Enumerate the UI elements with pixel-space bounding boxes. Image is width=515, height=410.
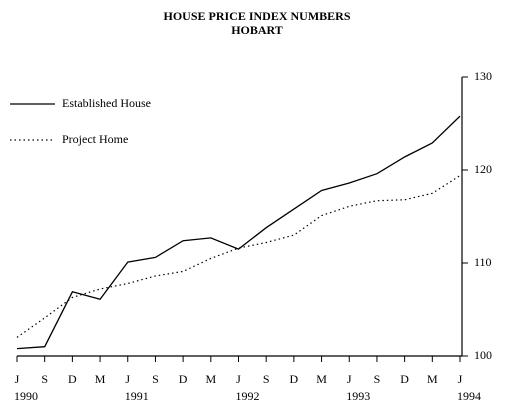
- x-tick-label: S: [374, 372, 381, 386]
- x-year-label: 1994: [457, 389, 481, 403]
- x-tick-label: D: [68, 372, 77, 386]
- y-tick-label: 130: [474, 69, 492, 83]
- x-tick-label: S: [263, 372, 270, 386]
- y-tick-label: 110: [474, 255, 492, 269]
- y-tick-label: 120: [474, 162, 492, 176]
- series-line: [16, 175, 461, 338]
- x-year-label: 1991: [125, 389, 149, 403]
- chart-title: HOUSE PRICE INDEX NUMBERS: [163, 9, 350, 23]
- x-tick-label: J: [125, 372, 130, 386]
- x-year-label: 1992: [236, 389, 260, 403]
- x-tick-label: D: [179, 372, 188, 386]
- x-tick-label: M: [316, 372, 327, 386]
- x-tick-label: M: [95, 372, 106, 386]
- series-line: [16, 115, 461, 350]
- x-tick-label: J: [458, 372, 463, 386]
- legend-label: Established House: [62, 96, 151, 110]
- x-tick-label: S: [41, 372, 48, 386]
- x-tick-label: J: [15, 372, 20, 386]
- x-tick-label: M: [427, 372, 438, 386]
- chart-subtitle: HOBART: [231, 23, 283, 37]
- x-year-label: 1993: [346, 389, 370, 403]
- x-tick-label: S: [152, 372, 159, 386]
- x-tick-label: D: [290, 372, 299, 386]
- x-tick-label: J: [236, 372, 241, 386]
- x-tick-label: D: [400, 372, 409, 386]
- x-tick-label: M: [205, 372, 216, 386]
- y-tick-label: 100: [474, 348, 492, 362]
- legend-label: Project Home: [62, 132, 128, 146]
- x-tick-label: J: [347, 372, 352, 386]
- x-year-label: 1990: [14, 389, 38, 403]
